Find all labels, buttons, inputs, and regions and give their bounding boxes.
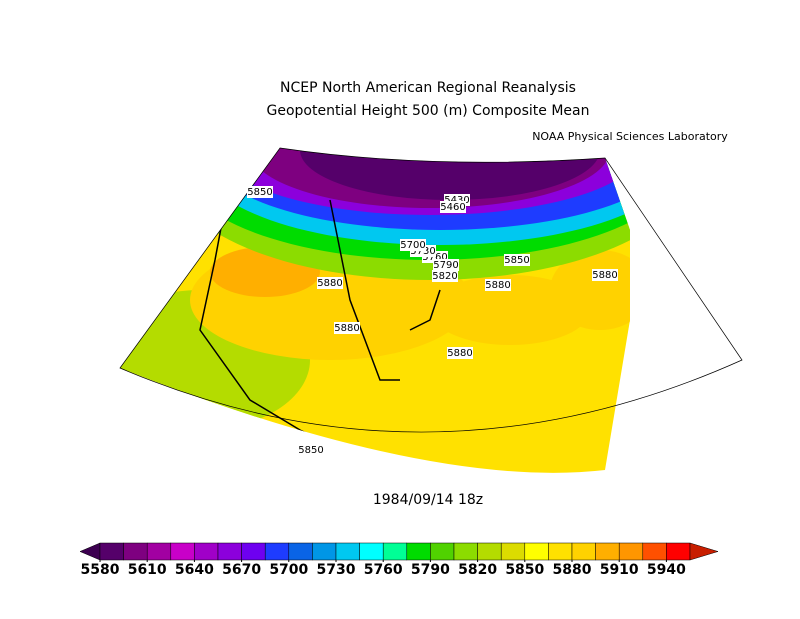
contour-labels: 5850 5880 5880 5850 5850 5880 5880 5880 57605790…: [247, 186, 618, 456]
colorbar-box: [194, 542, 219, 561]
title: NCEP North American Regional Reanalysis: [280, 80, 576, 96]
colorbar-box: [548, 542, 573, 561]
colorbar-box: [312, 542, 337, 561]
colorbar-box: [477, 542, 502, 561]
map-frame: [119, 147, 743, 433]
colorbar-box: [217, 542, 242, 561]
colorbar-box: [99, 542, 124, 561]
contour-label-bg: [432, 270, 458, 282]
contour-label: 5760: [422, 252, 447, 263]
colorbar-under: [79, 542, 101, 561]
contour-label: 5460: [440, 202, 465, 213]
contour-label-bg: [447, 347, 473, 359]
colorbar-tick-label: 5580: [81, 562, 120, 578]
colorbar-tick-label: 5940: [647, 562, 686, 578]
contour-label: 5880: [592, 270, 617, 281]
contour-label-bg: [485, 279, 511, 291]
colorbar-box: [335, 542, 360, 561]
field-high: [550, 250, 630, 330]
contour-label: 5880: [447, 348, 472, 359]
contour-label-bg: [440, 201, 466, 213]
contour-label-bg: [400, 239, 426, 251]
contour-label-bg: [334, 322, 360, 334]
colorbar-tick-label: 5760: [364, 562, 403, 578]
colorbar-box: [264, 542, 290, 561]
contour-label: 5700: [400, 240, 425, 251]
contour-label: 5790: [433, 260, 458, 271]
colorbar-box: [453, 542, 478, 561]
credit: NOAA Physical Sciences Laboratory: [532, 130, 728, 143]
contour-label: 5730: [410, 246, 435, 257]
colorbar-box: [524, 542, 549, 561]
contour-label-bg: [298, 444, 324, 456]
colorbar-box: [430, 542, 455, 561]
contour-label: 5820: [432, 271, 457, 282]
colorbar-box: [123, 542, 148, 561]
colorbar-tick-label: 5880: [553, 562, 592, 578]
colorbar-tick-label: 5910: [600, 562, 639, 578]
colorbar-tick-label: 5820: [458, 562, 497, 578]
contour-label: 5850: [247, 187, 272, 198]
colorbar-tick-label: 5700: [269, 562, 308, 578]
colorbar-box: [666, 542, 691, 561]
colorbar-box: [618, 542, 644, 561]
colorbar-tick-label: 5790: [411, 562, 450, 578]
colorbar-tick-label: 5670: [222, 562, 261, 578]
contour-label: 5430: [444, 195, 469, 206]
contour-label-bg: [247, 186, 273, 198]
colorbar-box: [642, 542, 667, 561]
colorbar-box: [406, 542, 431, 561]
colorbar-tick-label: 5730: [317, 562, 356, 578]
contour-label-bg: [433, 259, 459, 271]
field-high: [430, 275, 590, 345]
colorbar: 5580 5610 5640 5670 5700 5730 5760 5790 5820 5850…: [79, 542, 719, 578]
colorbar-box: [170, 542, 195, 561]
colorbar-box: [595, 542, 620, 561]
contour-label: 5850: [504, 255, 529, 266]
contour-label: 5850: [298, 445, 323, 456]
contour-label-bg: [592, 269, 618, 281]
colorbar-box: [288, 542, 313, 561]
contour-label: 5880: [317, 278, 342, 289]
contour-label-bg: [317, 277, 343, 289]
colorbar-tick-label: 5850: [505, 562, 544, 578]
colorbar-box: [382, 542, 408, 561]
contour-label-bg: [504, 254, 530, 266]
colorbar-box: [241, 542, 266, 561]
colorbar-box: [359, 542, 384, 561]
colorbar-over: [689, 542, 719, 561]
contour-label: 5880: [485, 280, 510, 291]
colorbar-tick-label: 5610: [128, 562, 167, 578]
colorbar-box: [571, 542, 596, 561]
date-label: 1984/09/14 18z: [373, 492, 483, 508]
subtitle: Geopotential Height 500 (m) Composite Me…: [267, 103, 590, 119]
colorbar-box: [500, 542, 526, 561]
colorbar-tick-label: 5640: [175, 562, 214, 578]
contour-label: 5880: [334, 323, 359, 334]
colorbar-box: [146, 542, 172, 561]
